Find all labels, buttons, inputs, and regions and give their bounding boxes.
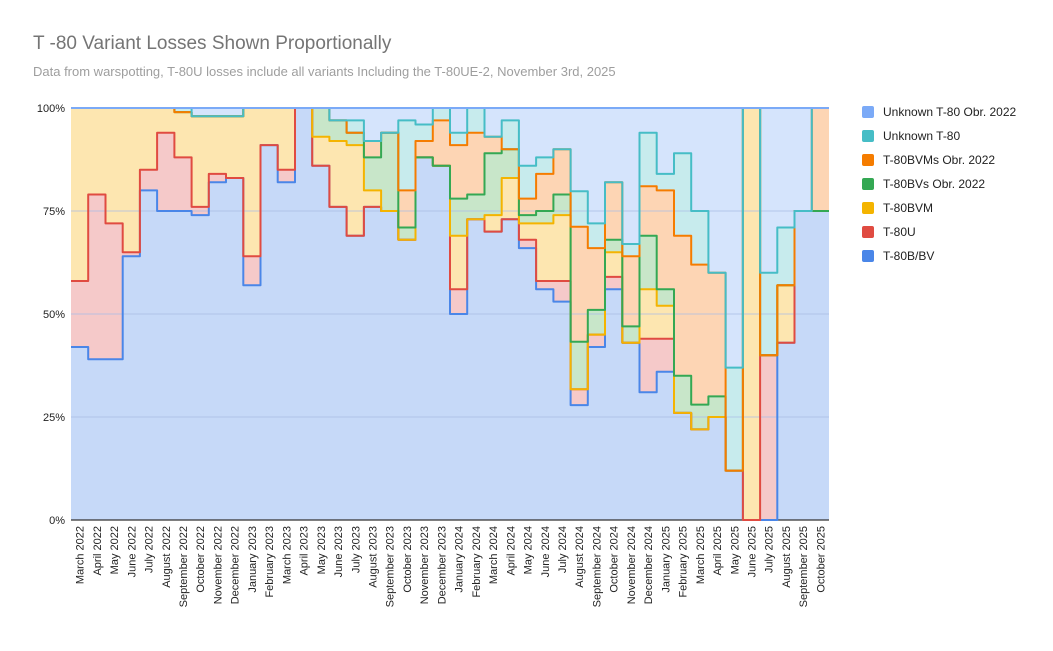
- legend-label: Unknown T-80 Obr. 2022: [883, 105, 1017, 119]
- legend-item: T-80U: [862, 220, 1016, 244]
- legend-label: Unknown T-80: [883, 129, 961, 143]
- x-tick-label: April 2025: [712, 526, 724, 576]
- x-tick-label: June 2024: [540, 526, 552, 577]
- legend-label: T-80BVM: [883, 201, 934, 215]
- x-tick-label: March 2024: [488, 526, 500, 584]
- x-tick-label: April 2022: [92, 526, 104, 576]
- x-tick-label: May 2025: [729, 526, 741, 574]
- x-tick-label: September 2022: [178, 526, 190, 607]
- x-tick-label: January 2024: [454, 526, 466, 593]
- x-tick-label: December 2022: [230, 526, 242, 604]
- y-tick-label: 75%: [43, 206, 65, 218]
- x-tick-label: September 2025: [798, 526, 810, 607]
- legend-swatch: [862, 154, 874, 166]
- x-tick-label: July 2024: [557, 526, 569, 573]
- x-tick-label: April 2023: [299, 526, 311, 576]
- x-tick-label: October 2022: [195, 526, 207, 593]
- legend-item: T-80B/BV: [862, 244, 1016, 268]
- legend-swatch: [862, 130, 874, 142]
- x-tick-label: August 2022: [161, 526, 173, 588]
- x-tick-label: February 2024: [471, 526, 483, 598]
- x-tick-label: October 2024: [609, 526, 621, 593]
- legend-item: T-80BVs Obr. 2022: [862, 172, 1016, 196]
- legend-swatch: [862, 202, 874, 214]
- x-tick-label: December 2024: [643, 526, 655, 604]
- legend-item: Unknown T-80 Obr. 2022: [862, 100, 1016, 124]
- x-tick-label: January 2023: [247, 526, 259, 593]
- x-tick-label: November 2022: [212, 526, 224, 604]
- chart-title: T -80 Variant Losses Shown Proportionall…: [33, 33, 392, 54]
- legend-label: T-80U: [883, 225, 916, 239]
- x-tick-label: March 2023: [281, 526, 293, 584]
- x-tick-label: September 2024: [591, 526, 603, 607]
- x-tick-label: October 2023: [402, 526, 414, 593]
- chart-subtitle: Data from warspotting, T-80U losses incl…: [33, 64, 616, 79]
- x-tick-label: October 2025: [815, 526, 827, 593]
- x-tick-label: March 2022: [75, 526, 87, 584]
- x-tick-label: November 2024: [626, 526, 638, 604]
- y-tick-label: 25%: [43, 412, 65, 424]
- x-tick-label: January 2025: [660, 526, 672, 593]
- x-tick-label: July 2023: [350, 526, 362, 573]
- y-tick-label: 50%: [43, 309, 65, 321]
- y-tick-label: 100%: [37, 103, 65, 115]
- legend-swatch: [862, 106, 874, 118]
- x-tick-label: May 2023: [316, 526, 328, 574]
- x-tick-label: August 2023: [368, 526, 380, 588]
- x-tick-label: May 2022: [109, 526, 121, 574]
- x-tick-label: March 2025: [695, 526, 707, 584]
- legend-item: Unknown T-80: [862, 124, 1016, 148]
- x-tick-label: February 2025: [678, 526, 690, 598]
- legend-item: T-80BVM: [862, 196, 1016, 220]
- x-tick-label: May 2024: [523, 526, 535, 574]
- legend-swatch: [862, 178, 874, 190]
- legend-label: T-80B/BV: [883, 249, 935, 263]
- x-tick-label: December 2023: [436, 526, 448, 604]
- legend-label: T-80BVs Obr. 2022: [883, 177, 986, 191]
- x-tick-label: February 2023: [264, 526, 276, 598]
- x-tick-label: July 2025: [764, 526, 776, 573]
- x-tick-label: June 2023: [333, 526, 345, 577]
- x-tick-label: September 2023: [385, 526, 397, 607]
- chart-legend: Unknown T-80 Obr. 2022 Unknown T-80 T-80BV…: [862, 100, 1016, 268]
- x-tick-label: August 2025: [781, 526, 793, 588]
- legend-swatch: [862, 226, 874, 238]
- legend-item: T-80BVMs Obr. 2022: [862, 148, 1016, 172]
- legend-swatch: [862, 250, 874, 262]
- x-tick-label: June 2022: [126, 526, 138, 577]
- y-tick-label: 0%: [49, 515, 65, 527]
- x-tick-label: November 2023: [419, 526, 431, 604]
- x-tick-label: June 2025: [747, 526, 759, 577]
- x-tick-label: July 2022: [144, 526, 156, 573]
- x-tick-label: April 2024: [505, 526, 517, 576]
- x-tick-label: August 2024: [574, 526, 586, 588]
- legend-label: T-80BVMs Obr. 2022: [883, 153, 996, 167]
